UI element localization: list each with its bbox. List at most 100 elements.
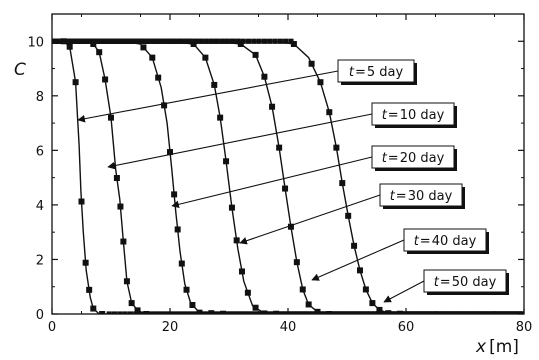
x-tick-label: 40 [280,320,297,335]
marker-bottom-s3 [238,311,244,314]
annotation-box [423,269,507,293]
marker-s4 [233,237,240,244]
marker-s5 [282,185,289,192]
marker-bottom-s1 [127,311,134,314]
marker-bottom-s6 [478,311,485,314]
marker-top-s6 [245,38,252,44]
marker-top-s6 [113,38,119,44]
marker-bottom-s2 [156,311,162,314]
marker-bottom-s6 [436,311,442,314]
marker-top-s6 [139,38,145,44]
annotation-label: t=20 day [382,151,445,166]
annotation-arrow [311,239,405,281]
marker-bottom-s5 [381,311,387,314]
marker-bottom-s5 [333,311,339,314]
marker-bottom-s3 [232,311,239,314]
marker-s2 [102,76,109,83]
marker-s6 [356,267,363,274]
marker-s4 [261,310,268,314]
x-tick-label: 60 [398,320,415,335]
marker-s3 [220,310,227,314]
y-tick-label: 0 [36,308,44,323]
marker-s2 [113,175,120,182]
marker-s4 [217,114,224,121]
y-tick-label: 8 [36,90,44,105]
marker-top-s6 [91,38,98,44]
marker-bottom-s5 [365,311,371,314]
marker-top-s6 [97,38,103,44]
marker-bottom-s5 [344,311,350,314]
marker-bottom-s4 [296,311,302,314]
annotation-arrow [383,280,425,303]
marker-bottom-s6 [441,311,447,314]
marker-top-s6 [86,38,92,44]
marker-s6 [397,310,404,314]
marker-bottom-s5 [392,311,398,314]
annotation-arrow [171,156,373,209]
marker-bottom-s6 [484,311,490,314]
marker-top-s6 [134,38,140,44]
annotation-label: t=50 day [434,275,497,290]
marker-top-s6 [261,38,267,44]
y-tick-label: 2 [36,253,44,268]
annotation-box [379,183,463,207]
marker-bottom-s4 [280,311,286,314]
marker-s2 [143,311,150,314]
annotation-3: t=20 day [171,145,457,209]
marker-s1 [82,259,89,266]
marker-bottom-s2 [182,311,188,314]
marker-bottom-s6 [510,311,516,314]
annotation-box [371,145,455,169]
y-axis-label: C [14,60,26,80]
marker-s4 [211,81,218,88]
marker-s6 [290,41,297,47]
marker-s5 [299,286,306,293]
marker-top-s6 [176,38,183,44]
marker-s1 [66,43,73,50]
marker-top-s6 [129,38,135,44]
marker-top-s6 [155,38,161,44]
x-tick-label: 20 [162,320,179,335]
marker-top-s6 [235,38,241,44]
marker-s4 [190,41,197,47]
annotation-2: t=10 day [107,102,457,170]
annotation-arrow [239,194,381,245]
marker-s5 [237,41,244,47]
marker-s5 [287,223,294,230]
annotation-6: t=50 day [383,269,509,303]
marker-s6 [339,180,346,187]
marker-top-s6 [60,38,66,44]
marker-top-s6 [267,38,273,44]
marker-bottom-s5 [349,311,355,314]
marker-s2 [108,114,114,121]
marker-s3 [149,54,156,61]
marker-bottom-s6 [489,311,495,314]
marker-bottom-s6 [468,311,474,314]
marker-bottom-s2 [214,311,220,314]
marker-bottom-s4 [301,311,308,314]
marker-s2 [134,307,141,314]
annotation-box [371,102,455,126]
marker-bottom-s3 [248,311,255,314]
marker-s4 [252,304,259,311]
x-axis-label: x [m] [475,337,519,357]
marker-bottom-s1 [111,311,118,314]
marker-bottom-s5 [360,311,366,314]
x-tick-label: 0 [48,320,56,335]
marker-s5 [252,51,259,58]
annotations: t=5 day t=10 day t=20 day t=30 day t=40 day t… [77,59,509,303]
marker-bottom-s4 [291,311,297,314]
marker-top-s6 [283,38,289,44]
marker-top-s6 [277,38,283,44]
marker-s3 [171,191,178,198]
annotation-label: t=5 day [349,65,404,80]
marker-bottom-s6 [425,311,432,314]
marker-bottom-s3 [254,311,260,314]
marker-s1 [90,305,97,312]
marker-bottom-s6 [447,311,453,314]
marker-s2 [123,278,130,285]
marker-s5 [305,301,312,308]
marker-top-s6 [192,38,198,44]
marker-bottom-s4 [307,311,313,314]
